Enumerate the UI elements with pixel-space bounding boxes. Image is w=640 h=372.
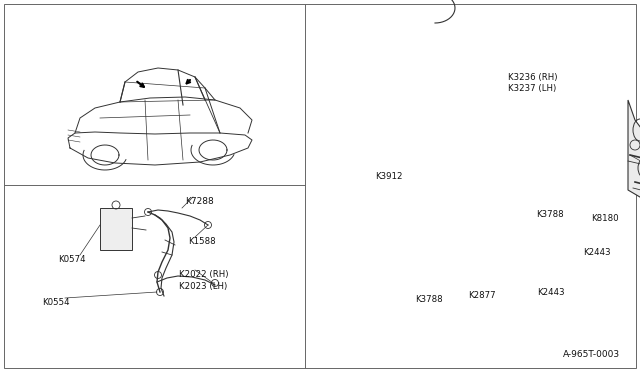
Polygon shape: [628, 100, 640, 205]
Text: K1588: K1588: [188, 237, 216, 246]
Text: K7288: K7288: [185, 197, 214, 206]
Bar: [100, 208, 132, 250]
Text: K3236 (RH): K3236 (RH): [508, 73, 557, 82]
Text: K3788: K3788: [415, 295, 443, 304]
Text: K2443: K2443: [537, 288, 564, 297]
Text: K0554: K0554: [42, 298, 70, 307]
Text: K3237 (LH): K3237 (LH): [508, 84, 556, 93]
Text: K3788: K3788: [536, 210, 564, 219]
Text: A-965T-0003: A-965T-0003: [563, 350, 620, 359]
Text: K2877: K2877: [468, 291, 495, 300]
Text: K2023 (LH): K2023 (LH): [179, 282, 227, 291]
Text: K0574: K0574: [58, 255, 86, 264]
Text: K8180: K8180: [591, 214, 619, 223]
Text: K3912: K3912: [375, 172, 403, 181]
Text: K2443: K2443: [583, 248, 611, 257]
Text: K2022 (RH): K2022 (RH): [179, 270, 228, 279]
